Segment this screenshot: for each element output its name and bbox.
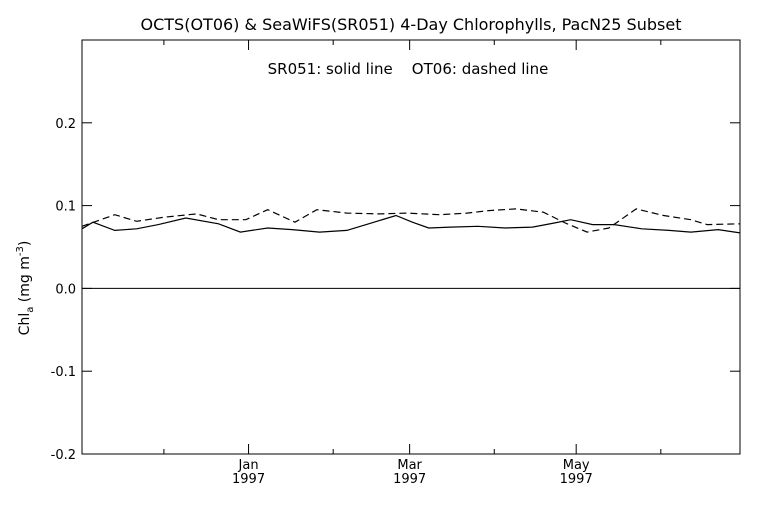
y-tick-label: -0.2 <box>51 448 76 463</box>
x-tick-label-year: 1997 <box>393 472 426 487</box>
y-tick-label: -0.1 <box>51 365 76 380</box>
chart-title: OCTS(OT06) & SeaWiFS(SR051) 4-Day Chloro… <box>141 15 682 34</box>
y-tick-label: 0.0 <box>55 282 76 297</box>
y-axis-label-subscript: a <box>25 307 36 313</box>
x-tick-label-year: 1997 <box>560 472 593 487</box>
x-tick-label-month: May <box>563 458 590 473</box>
x-tick-label-month: Mar <box>397 458 422 473</box>
y-tick-label: 0.1 <box>55 200 76 215</box>
series-line-ot06 <box>81 208 741 233</box>
y-tick-label: 0.2 <box>55 117 76 132</box>
plot-frame <box>81 39 741 455</box>
y-axis-label: Chla (mg m-3) <box>15 241 36 336</box>
x-tick-label-month: Jan <box>238 458 259 473</box>
legend-annotation: SR051: solid line OT06: dashed line <box>268 60 549 78</box>
series-line-sr051 <box>81 214 741 234</box>
y-axis-label-superscript: -3 <box>15 246 26 256</box>
x-tick-label-year: 1997 <box>232 472 265 487</box>
